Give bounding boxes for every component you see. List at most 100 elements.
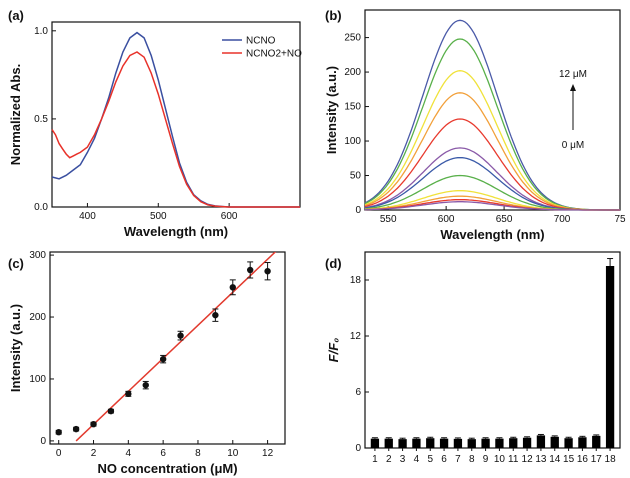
panel-c-x-tick-label: 4	[126, 448, 132, 459]
panel-d-bar	[453, 438, 463, 448]
panel-c-data-point	[72, 425, 80, 433]
panel-b-annotation-top: 12 μM	[559, 69, 587, 80]
panel-a-series-2-line	[51, 51, 300, 208]
panel-a-x-axis-title: Wavelength (nm)	[124, 224, 228, 239]
panel-c-data-point	[212, 311, 219, 319]
panel-a-legend-label: NCNO2+NO	[246, 49, 302, 60]
panel-b-x-tick-label: 600	[438, 214, 455, 225]
panel-c-data-point	[264, 268, 271, 275]
panel-d-bar	[481, 438, 490, 448]
panel-d-bar	[495, 438, 504, 448]
panel-d-category-label: 6	[441, 454, 447, 465]
panel-d-y-tick-label: 0	[355, 443, 361, 454]
panel-b-y-tick-label: 100	[344, 136, 361, 147]
panel-d-category-label: 2	[386, 454, 392, 465]
panel-d-category-label: 15	[563, 454, 575, 465]
panel-c-data-point	[229, 284, 236, 291]
panel-a-label: (a)	[8, 8, 24, 23]
panel-d-y-axis-title: F/F₀	[326, 338, 341, 363]
panel-d-category-label: 3	[400, 454, 406, 465]
panel-c-x-axis-title: NO concentration (μM)	[97, 461, 237, 476]
panel-b-x-tick-label: 700	[554, 214, 571, 225]
panel-b-spectrum-7	[364, 156, 620, 211]
panel-a-x-tick-label: 400	[79, 211, 96, 222]
panel-d-category-label: 10	[494, 454, 506, 465]
panel-d-bar	[564, 438, 573, 448]
panel-b-y-tick-label: 50	[350, 171, 362, 182]
panel-d-y-tick-label: 18	[350, 275, 362, 286]
panel-a-x-tick-label: 600	[221, 211, 238, 222]
panel-c-y-tick-label: 300	[29, 250, 46, 261]
panel-c-fit-line	[75, 252, 277, 442]
panel-d-bar	[398, 439, 407, 448]
panel-c-x-tick-label: 10	[227, 448, 239, 459]
panel-c-label: (c)	[8, 256, 24, 271]
panel-b-y-tick-label: 150	[344, 102, 361, 113]
panel-b-spectrum-2	[364, 38, 620, 211]
panel-c-data-point	[90, 420, 97, 428]
panel-d-category-label: 17	[591, 454, 603, 465]
panel-d-category-label: 1	[372, 454, 378, 465]
panel-d-category-label: 7	[455, 454, 461, 465]
panel-c-frame	[49, 251, 286, 445]
panel-d-bar	[605, 266, 615, 448]
panel-d-category-label: 9	[483, 454, 489, 465]
panel-c-data-point	[177, 332, 184, 339]
panel-b-x-tick-label: 650	[496, 214, 513, 225]
panel-d-bar	[370, 438, 380, 448]
panel-a-legend-label: NCNO	[246, 36, 276, 47]
panel-c-y-axis-title: Intensity (a.u.)	[8, 304, 23, 392]
panel-b-label: (b)	[325, 8, 342, 23]
panel-a-x-tick-label: 500	[150, 211, 167, 222]
panel-b-y-tick-label: 200	[344, 67, 361, 78]
panel-a-y-tick-label: 0.5	[34, 114, 48, 125]
panel-d-bar	[439, 438, 449, 448]
panel-c-x-tick-label: 6	[160, 448, 166, 459]
panel-d-bar	[522, 437, 532, 448]
panel-d-label: (d)	[325, 256, 342, 271]
panel-c-y-tick-label: 0	[40, 436, 46, 447]
panel-d-bar	[578, 437, 587, 448]
panel-b-arrow-head	[570, 84, 576, 91]
panel-c-y-tick-label: 200	[29, 312, 46, 323]
panel-c-x-tick-label: 0	[56, 448, 62, 459]
panel-b-annotation-bottom: 0 μM	[562, 140, 584, 151]
panel-a-y-tick-label: 0.0	[34, 202, 48, 213]
panel-b-x-tick-label: 550	[380, 214, 397, 225]
panel-c-data-point	[107, 407, 115, 415]
panel-d-category-label: 8	[469, 454, 475, 465]
panel-c-x-tick-label: 12	[262, 448, 274, 459]
panel-b-frame	[364, 9, 621, 211]
panel-a-y-tick-label: 1.0	[34, 26, 48, 37]
panel-c-data-point	[142, 381, 149, 389]
panel-d-bar	[592, 435, 601, 448]
panel-d-category-label: 5	[427, 454, 433, 465]
panel-d-category-label: 4	[414, 454, 420, 465]
panel-a-frame	[51, 21, 301, 208]
panel-c-data-point	[159, 355, 167, 363]
panel-c-data-point	[55, 429, 62, 436]
panel-d-category-label: 11	[508, 454, 519, 465]
panel-d-bar	[550, 436, 559, 448]
panel-d-bar	[467, 439, 476, 448]
panel-b-x-tick-label: 75	[614, 214, 626, 225]
panel-a-y-axis-title: Normalized Abs.	[8, 64, 23, 165]
panel-d-bar	[384, 438, 393, 448]
panel-c-x-tick-label: 2	[91, 448, 97, 459]
panel-b-x-axis-title: Wavelength (nm)	[440, 227, 544, 242]
panel-c-data-point	[125, 390, 132, 398]
panel-d-category-label: 12	[522, 454, 534, 465]
panel-c-x-tick-label: 8	[195, 448, 201, 459]
panel-b-y-axis-title: Intensity (a.u.)	[324, 66, 339, 154]
panel-b-y-tick-label: 250	[344, 33, 361, 44]
panel-b-spectrum-12	[364, 201, 620, 211]
panel-d-category-label: 18	[605, 454, 617, 465]
panel-d-category-label: 16	[577, 454, 589, 465]
panel-d-category-label: 14	[549, 454, 561, 465]
panel-d-y-tick-label: 6	[355, 387, 361, 398]
panel-c-y-tick-label: 100	[29, 374, 46, 385]
panel-d-bar	[509, 438, 518, 448]
panel-d-bar	[412, 438, 421, 448]
panel-d-bar	[426, 438, 435, 448]
